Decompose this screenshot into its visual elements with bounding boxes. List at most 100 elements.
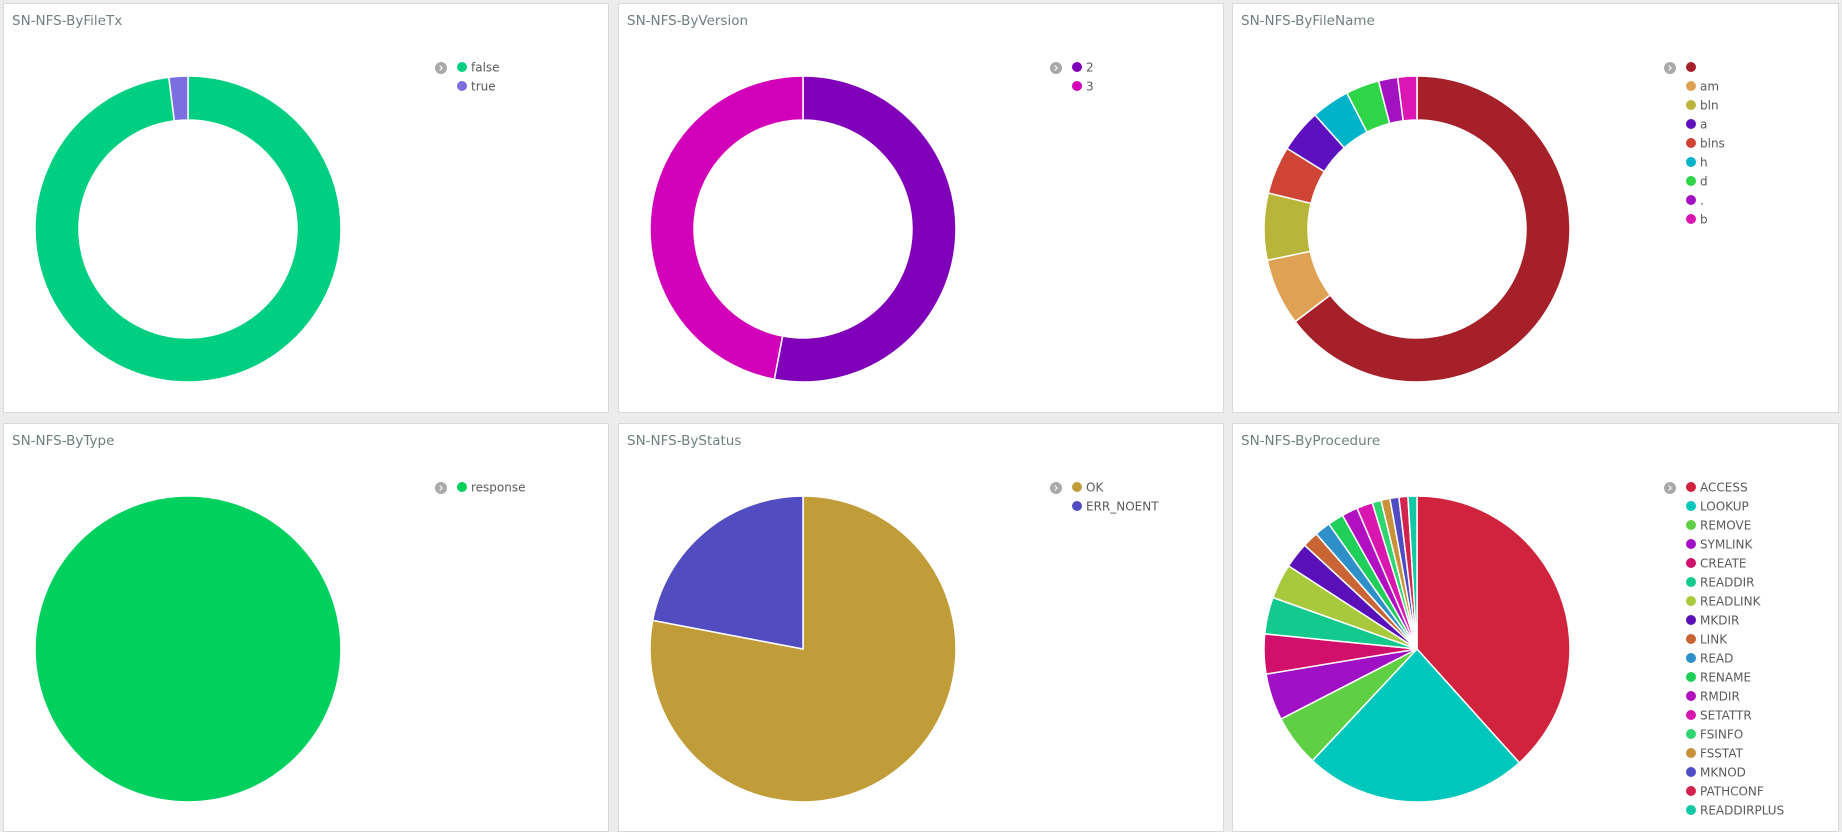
legend-swatch-icon bbox=[457, 481, 467, 492]
panel-by-file-name: SN-NFS-ByFileName am bln a blns h d. b bbox=[1232, 3, 1839, 413]
legend-item[interactable]: REMOVE bbox=[1686, 518, 1751, 537]
pie-slice-ok[interactable] bbox=[649, 495, 957, 803]
legend-item[interactable]: RMDIR bbox=[1686, 689, 1740, 708]
legend-label: SETATTR bbox=[1700, 708, 1752, 723]
legend-item[interactable]: READLINK bbox=[1686, 594, 1760, 613]
legend-label: MKNOD bbox=[1700, 765, 1746, 780]
legend-item[interactable]: . bbox=[1686, 193, 1704, 212]
pie-chart-by-version bbox=[649, 75, 957, 383]
legend-item[interactable]: LINK bbox=[1686, 632, 1727, 651]
legend-swatch-icon bbox=[1072, 500, 1082, 511]
legend-item[interactable]: MKNOD bbox=[1686, 765, 1746, 784]
legend-item[interactable] bbox=[1686, 60, 1700, 79]
legend-swatch-icon bbox=[457, 80, 467, 91]
legend-swatch-icon bbox=[1686, 614, 1696, 625]
pie-slice-blank[interactable] bbox=[1294, 75, 1571, 383]
legend-toggle-icon[interactable] bbox=[1664, 482, 1676, 494]
legend-label: bln bbox=[1700, 98, 1719, 113]
legend-swatch-icon bbox=[1686, 785, 1696, 796]
legend-item[interactable]: SETATTR bbox=[1686, 708, 1752, 727]
legend-label: READDIR bbox=[1700, 575, 1755, 590]
legend-label: . bbox=[1700, 193, 1704, 208]
legend-toggle-icon[interactable] bbox=[435, 62, 447, 74]
panel-by-file-tx: SN-NFS-ByFileTx false true bbox=[3, 3, 609, 413]
pie-chart-by-type bbox=[34, 495, 342, 803]
legend-swatch-icon bbox=[1686, 652, 1696, 663]
legend-item[interactable]: FSSTAT bbox=[1686, 746, 1743, 765]
legend-label: MKDIR bbox=[1700, 613, 1740, 628]
pie-slice-2[interactable] bbox=[773, 75, 957, 383]
legend-label: RMDIR bbox=[1700, 689, 1740, 704]
legend-item[interactable]: OK bbox=[1072, 480, 1103, 499]
legend-label: LINK bbox=[1700, 632, 1728, 647]
panel-by-version: SN-NFS-ByVersion 2 3 bbox=[618, 3, 1224, 413]
legend-item[interactable]: h bbox=[1686, 155, 1708, 174]
legend-item[interactable]: ACCESS bbox=[1686, 480, 1748, 499]
legend-item[interactable]: FSINFO bbox=[1686, 727, 1743, 746]
pie-slice-3[interactable] bbox=[649, 75, 804, 381]
legend-label: h bbox=[1700, 155, 1708, 170]
legend-label: d bbox=[1700, 174, 1708, 189]
legend-swatch-icon bbox=[1686, 671, 1696, 682]
pie-slice-lookup[interactable] bbox=[1311, 647, 1521, 803]
legend-item[interactable]: 3 bbox=[1072, 79, 1094, 98]
legend-label: false bbox=[471, 60, 500, 75]
legend-item[interactable]: 2 bbox=[1072, 60, 1094, 79]
legend-label: SYMLINK bbox=[1700, 537, 1753, 552]
legend-label: READDIRPLUS bbox=[1700, 803, 1785, 818]
legend-toggle-icon[interactable] bbox=[1050, 482, 1062, 494]
legend-swatch-icon bbox=[1686, 766, 1696, 777]
panel-title: SN-NFS-ByVersion bbox=[627, 13, 749, 29]
legend-label: 2 bbox=[1086, 60, 1094, 75]
legend-item[interactable]: CREATE bbox=[1686, 556, 1747, 575]
legend-swatch-icon bbox=[1072, 61, 1082, 72]
pie-slice-bln[interactable] bbox=[1263, 192, 1312, 262]
legend-toggle-icon[interactable] bbox=[435, 482, 447, 494]
legend-item[interactable]: SYMLINK bbox=[1686, 537, 1752, 556]
legend-label: FSSTAT bbox=[1700, 746, 1743, 761]
legend-toggle-icon[interactable] bbox=[1664, 62, 1676, 74]
legend-item[interactable]: false bbox=[457, 60, 500, 79]
legend-item[interactable]: MKDIR bbox=[1686, 613, 1739, 632]
legend-item[interactable]: PATHCONF bbox=[1686, 784, 1764, 803]
pie-slice-true[interactable] bbox=[167, 75, 189, 122]
legend-item[interactable]: RENAME bbox=[1686, 670, 1751, 689]
legend-label: READLINK bbox=[1700, 594, 1761, 609]
legend-item[interactable]: READDIR bbox=[1686, 575, 1755, 594]
legend-swatch-icon bbox=[1686, 804, 1696, 815]
legend-swatch-icon bbox=[1686, 709, 1696, 720]
panel-by-status: SN-NFS-ByStatus OK ERR_NOENT bbox=[618, 423, 1224, 832]
legend-swatch-icon bbox=[1686, 633, 1696, 644]
pie-slice-response[interactable] bbox=[34, 495, 342, 803]
legend-item[interactable]: true bbox=[457, 79, 496, 98]
legend-item[interactable]: response bbox=[457, 480, 526, 499]
legend-item[interactable]: READDIRPLUS bbox=[1686, 803, 1784, 822]
legend-item[interactable]: bln bbox=[1686, 98, 1719, 117]
legend-item[interactable]: b bbox=[1686, 212, 1708, 231]
legend-label: blns bbox=[1700, 136, 1725, 151]
legend-item[interactable]: d bbox=[1686, 174, 1708, 193]
pie-slice-false[interactable] bbox=[34, 75, 342, 383]
legend-label: ERR_NOENT bbox=[1086, 499, 1159, 514]
legend-swatch-icon bbox=[1686, 557, 1696, 568]
panel-title: SN-NFS-ByType bbox=[12, 433, 115, 449]
pie-slice-b[interactable] bbox=[1396, 75, 1418, 122]
pie-slice-err-noent[interactable] bbox=[651, 495, 804, 650]
legend-toggle-icon[interactable] bbox=[1050, 62, 1062, 74]
legend-item[interactable]: a bbox=[1686, 117, 1707, 136]
legend-swatch-icon bbox=[1686, 118, 1696, 129]
pie-slice-readdirplus[interactable] bbox=[1407, 495, 1418, 650]
legend-item[interactable]: READ bbox=[1686, 651, 1733, 670]
legend-item[interactable]: LOOKUP bbox=[1686, 499, 1749, 518]
legend-label: CREATE bbox=[1700, 556, 1747, 571]
pie-chart-by-status bbox=[649, 495, 957, 803]
legend-swatch-icon bbox=[1686, 61, 1696, 72]
pie-chart-by-file-name bbox=[1263, 75, 1571, 383]
legend-item[interactable]: blns bbox=[1686, 136, 1725, 155]
legend-item[interactable]: am bbox=[1686, 79, 1719, 98]
pie-slice-access[interactable] bbox=[1416, 495, 1571, 764]
legend-swatch-icon bbox=[1686, 690, 1696, 701]
legend-item[interactable]: ERR_NOENT bbox=[1072, 499, 1159, 518]
panel-by-type: SN-NFS-ByType response bbox=[3, 423, 609, 832]
